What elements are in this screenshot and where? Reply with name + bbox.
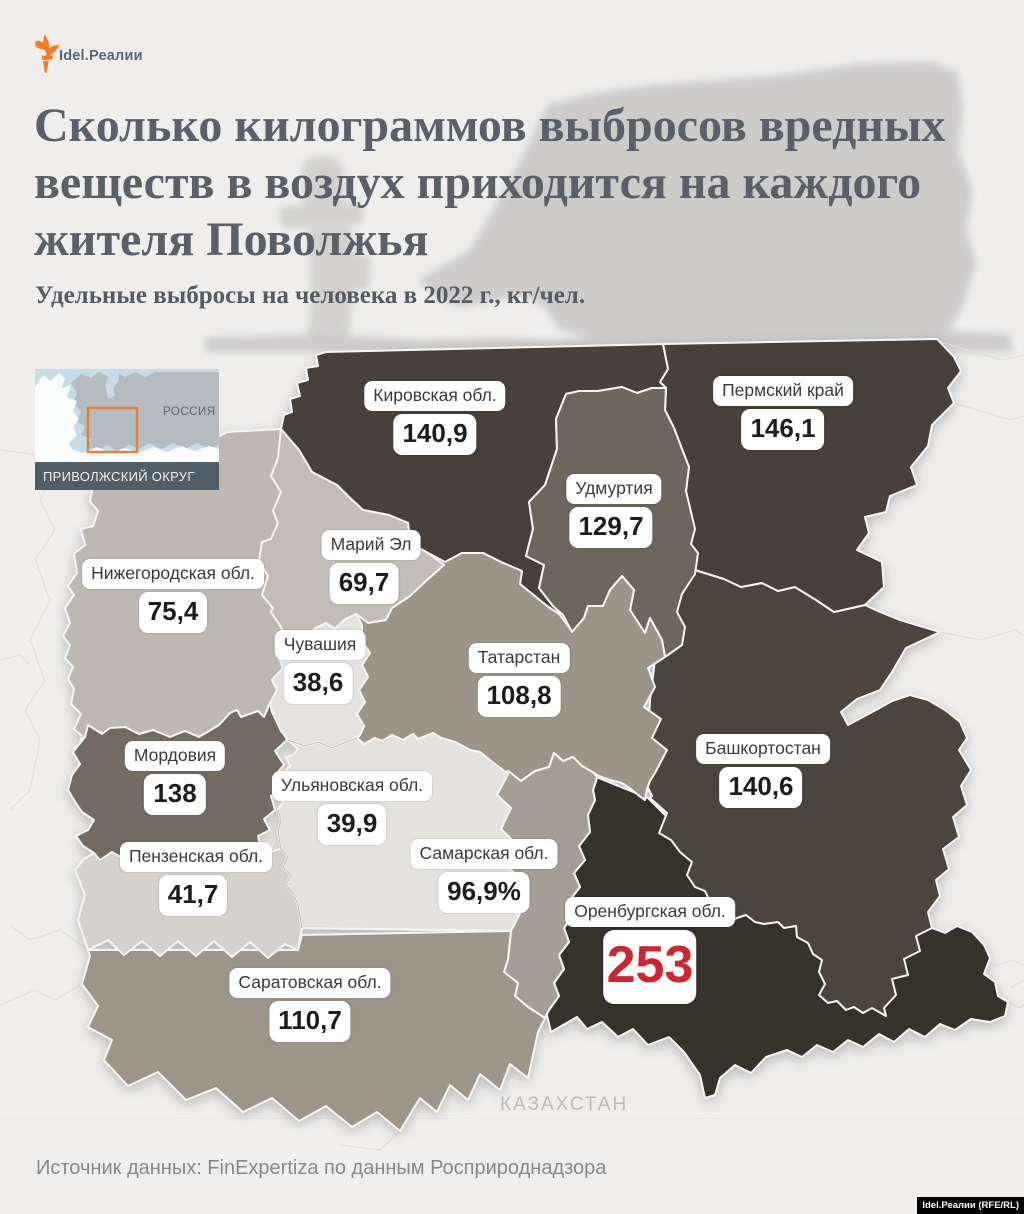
svg-text:РОССИЯ: РОССИЯ <box>163 406 216 418</box>
svg-text:ПРИВОЛЖСКИЙ ОКРУГ: ПРИВОЛЖСКИЙ ОКРУГ <box>43 469 195 484</box>
